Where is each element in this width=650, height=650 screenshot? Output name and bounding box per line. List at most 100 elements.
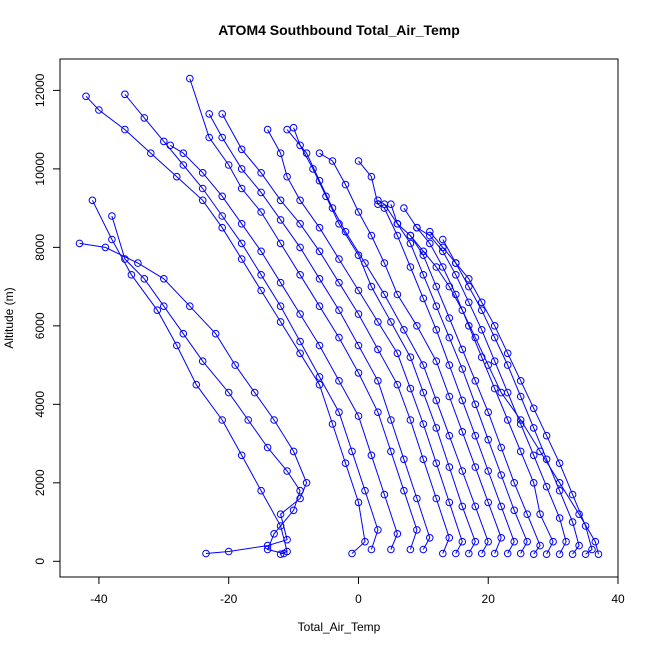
data-point: [237, 451, 246, 460]
data-point: [406, 416, 415, 424]
data-point: [153, 306, 162, 315]
data-point: [237, 165, 246, 173]
data-point: [426, 227, 434, 236]
data-point: [432, 263, 441, 271]
data-point: [276, 510, 285, 519]
data-point: [328, 157, 337, 165]
data-point: [315, 341, 324, 350]
data-point: [257, 169, 265, 177]
data-point: [166, 141, 175, 150]
data-point: [419, 545, 428, 554]
data-point: [335, 377, 343, 385]
data-point: [192, 380, 201, 389]
data-point: [173, 172, 181, 181]
data-point: [465, 322, 473, 330]
data-point: [296, 220, 304, 228]
data-point: [445, 314, 454, 322]
profile-series: [121, 90, 382, 554]
series-line: [85, 95, 366, 554]
data-point: [257, 286, 265, 295]
data-point: [335, 333, 343, 342]
plot-box: [59, 58, 619, 578]
data-point: [335, 408, 343, 417]
data-point: [108, 235, 116, 244]
y-tick-label: 6000: [33, 312, 47, 339]
data-point: [147, 149, 155, 157]
data-point: [367, 231, 376, 240]
data-point: [536, 447, 544, 456]
data-point: [445, 282, 454, 291]
data-point: [276, 278, 285, 287]
data-point: [458, 537, 467, 546]
data-point: [497, 443, 506, 452]
chart-title: ATOM4 Southbound Total_Air_Temp: [218, 22, 460, 38]
data-point: [315, 223, 324, 232]
data-point: [445, 361, 454, 369]
data-point: [186, 74, 194, 83]
data-point: [400, 455, 408, 464]
data-point: [503, 361, 512, 369]
data-point: [413, 223, 421, 232]
data-point: [257, 247, 265, 256]
data-point: [581, 550, 590, 559]
data-point: [283, 172, 291, 181]
data-point: [202, 549, 210, 558]
data-point: [387, 447, 395, 456]
data-point: [354, 498, 363, 507]
data-point: [523, 537, 532, 546]
data-point: [237, 239, 246, 248]
data-point: [205, 133, 213, 142]
data-point: [276, 216, 285, 224]
data-point: [484, 467, 493, 475]
data-point: [335, 255, 343, 263]
data-point: [490, 333, 499, 342]
profile-series: [315, 149, 506, 558]
data-point: [367, 451, 376, 460]
data-point: [218, 133, 226, 142]
series-line: [416, 227, 567, 555]
data-point: [413, 494, 421, 503]
data-point: [387, 200, 395, 208]
series-line: [410, 235, 599, 555]
data-point: [218, 212, 226, 220]
data-point: [458, 428, 467, 436]
data-point: [432, 459, 441, 468]
data-point: [419, 455, 428, 464]
data-point: [490, 384, 499, 393]
profile-series: [88, 196, 291, 559]
data-point: [276, 522, 285, 530]
data-point: [75, 239, 84, 248]
data-point: [296, 486, 304, 495]
data-point: [315, 380, 324, 389]
data-point: [523, 510, 532, 519]
data-point: [568, 518, 577, 526]
data-point: [497, 388, 506, 397]
data-point: [426, 239, 434, 248]
data-point: [477, 298, 486, 307]
data-point: [465, 298, 473, 307]
data-point: [516, 392, 525, 401]
series-line: [403, 207, 554, 555]
data-point: [458, 467, 467, 475]
data-point: [374, 196, 382, 205]
data-point: [380, 490, 389, 499]
series-line: [221, 113, 450, 554]
y-tick-label: 10000: [33, 152, 47, 186]
profile-series: [354, 157, 519, 558]
profile-series: [218, 110, 454, 558]
data-point: [218, 416, 226, 424]
data-point: [296, 243, 304, 252]
data-point: [432, 357, 441, 366]
profile-series: [75, 239, 311, 558]
data-point: [510, 537, 519, 546]
data-point: [302, 479, 311, 487]
data-point: [439, 243, 447, 252]
data-point: [393, 530, 402, 538]
series-line: [377, 199, 528, 554]
profile-series: [400, 204, 557, 559]
data-point: [471, 400, 480, 409]
data-point: [465, 282, 473, 291]
data-point: [542, 482, 551, 491]
data-point: [218, 223, 226, 232]
data-point: [406, 545, 415, 554]
